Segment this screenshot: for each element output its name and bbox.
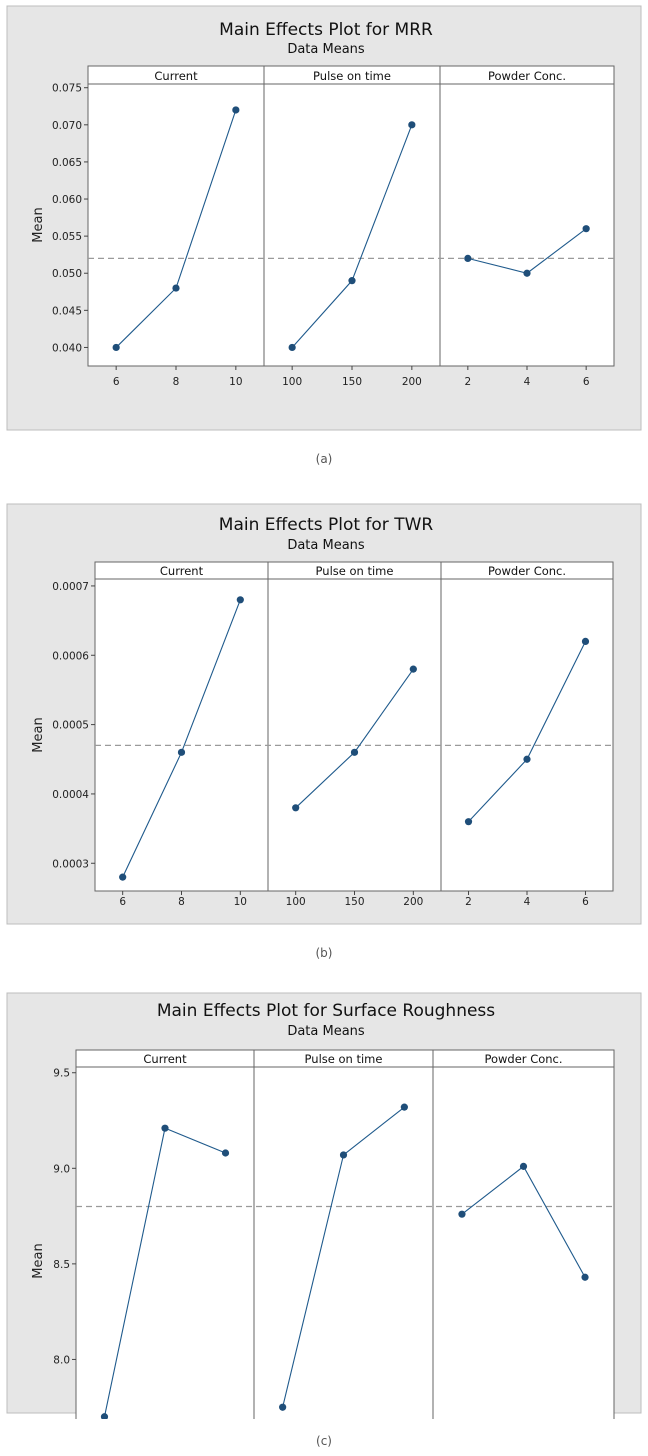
y-tick-label: 0.055 (52, 231, 82, 243)
y-tick-label: 0.060 (52, 194, 82, 206)
x-tick-label: 2 (464, 376, 471, 388)
data-point (408, 121, 416, 129)
panel-strip-label-2: Powder Conc. (484, 1052, 562, 1066)
caption-a: (a) (315, 452, 333, 466)
data-point (409, 665, 417, 673)
panel-strip-label-1: Pulse on time (305, 1052, 383, 1066)
data-point (288, 343, 296, 352)
panel-strip-label-1: Pulse on time (313, 69, 391, 83)
y-tick-label: 0.050 (52, 268, 82, 280)
plot-area (75, 1049, 615, 1419)
y-axis-label: Mean (31, 207, 46, 242)
y-tick-label: 0.0005 (52, 720, 89, 732)
data-point (177, 748, 186, 756)
data-point (350, 748, 359, 756)
y-tick-label: 0.065 (52, 157, 82, 169)
figure-surface-roughness: Main Effects Plot for Surface Roughness D… (0, 987, 648, 1419)
y-axis-label: Mean (31, 1243, 46, 1278)
data-point (236, 596, 244, 604)
y-tick-label: 9.5 (53, 1068, 70, 1080)
chart-twr: Main Effects Plot for TWR Data Means 0.000… (6, 503, 642, 925)
data-point (100, 1413, 109, 1419)
plot-area (94, 561, 614, 892)
x-tick-label: 150 (342, 376, 362, 388)
x-tick-label: 8 (178, 896, 185, 908)
data-point (519, 1162, 528, 1170)
caption-c: (c) (316, 1434, 332, 1448)
panel-strip-label-0: Current (154, 69, 198, 83)
data-point (172, 284, 180, 292)
x-tick-label: 4 (524, 376, 531, 388)
y-tick-label: 0.070 (52, 120, 82, 132)
data-point (400, 1103, 408, 1111)
y-tick-label: 0.075 (52, 83, 82, 95)
chart-surface-roughness: Main Effects Plot for Surface Roughness D… (6, 992, 642, 1419)
data-point (119, 873, 127, 881)
x-tick-label: 10 (234, 896, 247, 908)
plot-area (87, 65, 615, 367)
data-point (523, 755, 531, 763)
panel-strip-label-0: Current (143, 1052, 187, 1066)
x-tick-label: 2 (465, 896, 472, 908)
x-tick-label: 10 (229, 376, 242, 388)
panel-strip-label-1: Pulse on time (316, 564, 394, 578)
data-point (581, 637, 590, 645)
chart-title: Main Effects Plot for MRR (219, 20, 433, 40)
x-tick-label: 6 (119, 896, 126, 908)
chart-title: Main Effects Plot for Surface Roughness (157, 1001, 495, 1021)
caption-b: (b) (315, 946, 333, 960)
y-tick-label: 8.0 (53, 1354, 70, 1366)
data-point (339, 1151, 348, 1159)
chart-subtitle: Data Means (287, 1024, 365, 1039)
data-point (279, 1403, 287, 1411)
panel-strip-label-2: Powder Conc. (488, 69, 566, 83)
x-tick-label: 150 (344, 896, 364, 908)
panel-strip-label-2: Powder Conc. (488, 564, 566, 578)
x-tick-label: 100 (282, 376, 302, 388)
data-point (582, 225, 590, 233)
y-tick-label: 9.0 (53, 1163, 70, 1175)
panel-strip-label-0: Current (160, 564, 204, 578)
data-point (292, 804, 300, 812)
data-point (348, 277, 356, 285)
y-tick-label: 0.045 (52, 305, 82, 317)
data-point (581, 1273, 589, 1281)
chart-mrr: Main Effects Plot for MRR Data Means 0.040… (6, 5, 642, 431)
data-point (161, 1124, 169, 1132)
data-point (523, 269, 531, 277)
x-tick-label: 8 (173, 376, 180, 388)
x-tick-label: 4 (524, 896, 531, 908)
data-point (464, 818, 473, 826)
y-tick-label: 0.040 (52, 342, 82, 354)
data-point (232, 106, 240, 114)
y-tick-label: 0.0006 (52, 650, 89, 662)
y-axis-label: Mean (31, 717, 46, 752)
x-tick-label: 6 (583, 376, 590, 388)
chart-title: Main Effects Plot for TWR (219, 515, 434, 535)
x-tick-label: 200 (403, 896, 423, 908)
chart-subtitle: Data Means (287, 538, 365, 553)
x-tick-label: 100 (286, 896, 306, 908)
y-tick-label: 0.0003 (52, 858, 89, 870)
figure-mrr: Main Effects Plot for MRR Data Means 0.040… (0, 0, 648, 436)
figure-twr: Main Effects Plot for TWR Data Means 0.000… (0, 498, 648, 930)
x-tick-label: 200 (402, 376, 422, 388)
chart-subtitle: Data Means (287, 42, 365, 57)
data-point (464, 254, 472, 262)
x-tick-label: 6 (582, 896, 589, 908)
data-point (458, 1210, 466, 1218)
data-point (221, 1149, 230, 1157)
data-point (112, 343, 120, 352)
y-tick-label: 0.0004 (52, 789, 89, 801)
x-tick-label: 6 (113, 376, 120, 388)
y-tick-label: 8.5 (53, 1259, 70, 1271)
y-tick-label: 0.0007 (52, 581, 89, 593)
